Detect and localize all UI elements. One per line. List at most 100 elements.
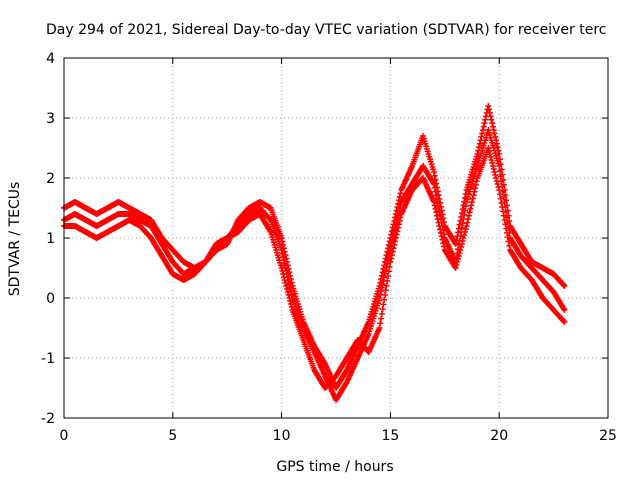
- y-tick-label: 3: [46, 111, 55, 127]
- y-tick-label: 1: [46, 231, 55, 247]
- data-point: [462, 226, 469, 232]
- data-point: [489, 160, 496, 166]
- x-tick-label: 10: [273, 428, 291, 444]
- data-point: [501, 199, 508, 205]
- data-point: [479, 127, 486, 133]
- data-point: [493, 178, 500, 184]
- data-point: [383, 282, 390, 289]
- data-point: [467, 205, 474, 212]
- chart-title: Day 294 of 2021, Sidereal Day-to-day VTE…: [46, 22, 606, 38]
- data-point: [500, 188, 507, 195]
- data-point: [464, 219, 471, 226]
- data-point: [432, 205, 439, 212]
- data-point: [287, 301, 294, 307]
- data-point: [280, 253, 287, 260]
- data-point: [378, 284, 385, 291]
- series-track-c: [61, 145, 568, 391]
- data-point: [430, 169, 437, 175]
- data-point: [440, 240, 447, 247]
- data-point: [381, 296, 388, 303]
- y-tick-label: -2: [41, 411, 55, 427]
- data-point: [504, 234, 511, 241]
- data-point: [439, 236, 446, 243]
- data-point: [485, 145, 492, 151]
- data-point: [287, 284, 294, 291]
- data-point: [494, 144, 501, 151]
- data-point: [434, 200, 441, 207]
- data-point: [379, 281, 386, 288]
- data-point: [380, 301, 387, 308]
- data-point: [282, 280, 289, 286]
- y-axis-label: SDTVAR / TECUs: [7, 182, 23, 297]
- data-point: [475, 144, 482, 151]
- data-point: [287, 288, 294, 295]
- data-point: [285, 292, 292, 298]
- series-track-a: [61, 103, 568, 391]
- x-tick-label: 15: [381, 428, 399, 444]
- data-point: [392, 238, 399, 245]
- data-point: [487, 154, 494, 160]
- data-point: [285, 277, 292, 284]
- data-point: [393, 231, 400, 238]
- data-point: [288, 304, 295, 310]
- data-point: [461, 211, 468, 218]
- data-point: [279, 250, 286, 257]
- data-point: [503, 209, 510, 216]
- data-point: [462, 203, 469, 210]
- data-point: [435, 219, 442, 226]
- data-point: [560, 282, 567, 289]
- data-point: [286, 281, 293, 288]
- data-point: [278, 235, 285, 241]
- data-point: [431, 184, 438, 191]
- data-point: [497, 173, 504, 180]
- data-point: [379, 306, 386, 313]
- data-point: [496, 151, 503, 157]
- data-point: [474, 151, 481, 157]
- data-point: [472, 185, 479, 192]
- points-layer: [61, 103, 568, 403]
- data-point: [501, 217, 508, 223]
- data-point: [384, 260, 391, 267]
- data-point: [472, 181, 479, 188]
- data-point: [457, 233, 464, 240]
- data-point: [458, 244, 465, 250]
- data-point: [493, 175, 500, 181]
- data-point: [500, 208, 507, 215]
- data-point: [279, 268, 286, 274]
- data-point: [388, 255, 395, 262]
- data-point: [381, 271, 388, 277]
- data-point: [457, 247, 464, 253]
- data-point: [495, 184, 502, 190]
- data-point: [395, 224, 402, 231]
- data-point: [391, 241, 398, 248]
- data-point: [433, 209, 440, 216]
- data-point: [459, 220, 466, 227]
- data-point: [377, 320, 384, 327]
- data-point: [378, 288, 385, 295]
- data-point: [459, 238, 466, 244]
- data-point: [455, 256, 462, 262]
- data-point: [280, 274, 287, 280]
- data-point: [433, 192, 440, 199]
- x-tick-label: 25: [599, 428, 617, 444]
- data-point: [455, 225, 462, 232]
- y-tick-label: 0: [46, 291, 55, 307]
- data-point: [468, 202, 475, 209]
- data-point: [496, 163, 503, 169]
- data-point: [284, 289, 291, 295]
- data-point: [287, 298, 294, 304]
- data-point: [280, 241, 287, 248]
- data-point: [278, 265, 285, 271]
- data-point: [384, 277, 391, 284]
- data-point: [486, 109, 493, 116]
- data-point: [506, 242, 513, 249]
- data-point: [390, 245, 397, 252]
- data-point: [437, 211, 444, 218]
- y-tick-label: 2: [46, 171, 55, 187]
- data-point: [478, 133, 485, 140]
- data-point: [489, 163, 496, 169]
- tick-layer: 0 5 10 15 20 25 -2 -1 0 1 2 3 4: [41, 51, 617, 444]
- data-point: [560, 318, 567, 325]
